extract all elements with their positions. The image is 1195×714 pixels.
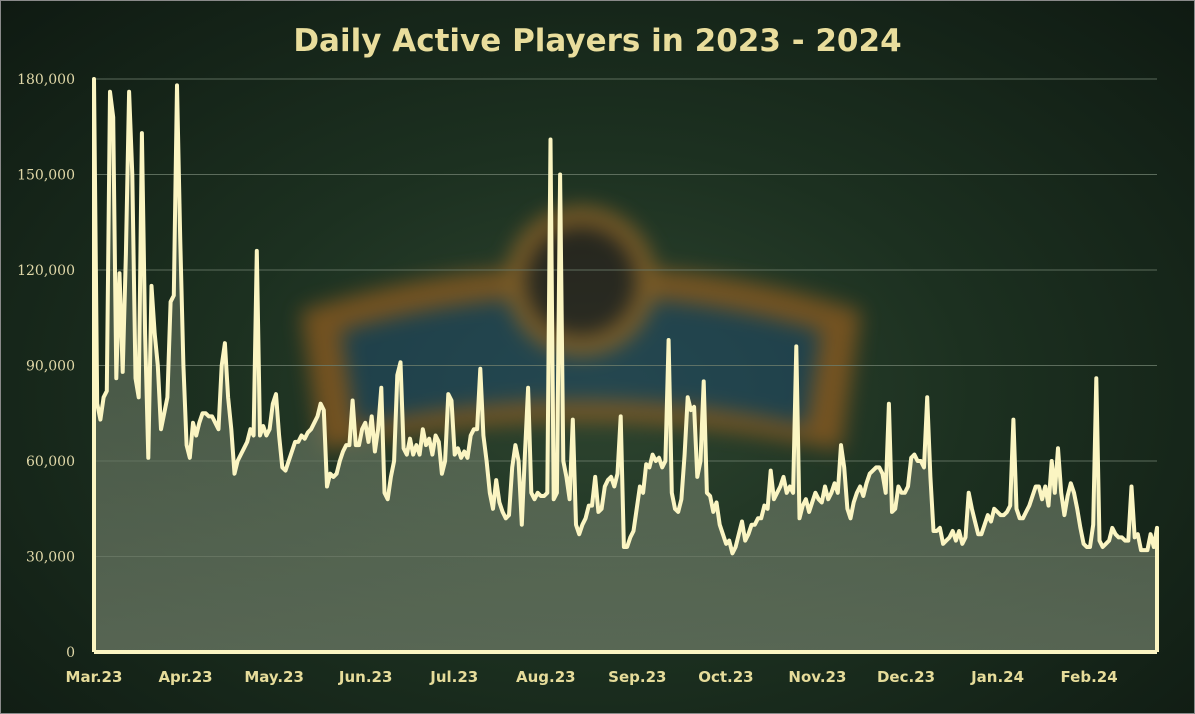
y-tick-label: 60,000 [26, 454, 75, 470]
chart-title: Daily Active Players in 2023 - 2024 [293, 23, 902, 59]
x-tick-label: Mar.23 [66, 668, 123, 686]
y-tick-label: 90,000 [26, 359, 75, 375]
x-tick-label: Oct.23 [698, 668, 753, 686]
x-tick-label: Jul.23 [429, 668, 478, 686]
y-tick-label: 30,000 [26, 550, 75, 566]
y-tick-label: 180,000 [17, 72, 75, 88]
x-tick-label: Sep.23 [608, 668, 666, 686]
x-tick-label: Aug.23 [516, 668, 576, 686]
x-tick-label: Feb.24 [1061, 668, 1118, 686]
x-tick-label: Jun.23 [338, 668, 393, 686]
series-line [92, 77, 1159, 556]
x-tick-label: Nov.23 [788, 668, 846, 686]
y-tick-label: 150,000 [17, 168, 75, 184]
y-tick-label: 120,000 [17, 263, 75, 279]
x-tick-label: Jan.24 [970, 668, 1024, 686]
x-tick-label: Dec.23 [877, 668, 935, 686]
y-tick-label: 0 [66, 645, 75, 661]
x-tick-label: May.23 [244, 668, 304, 686]
x-tick-label: Apr.23 [158, 668, 212, 686]
